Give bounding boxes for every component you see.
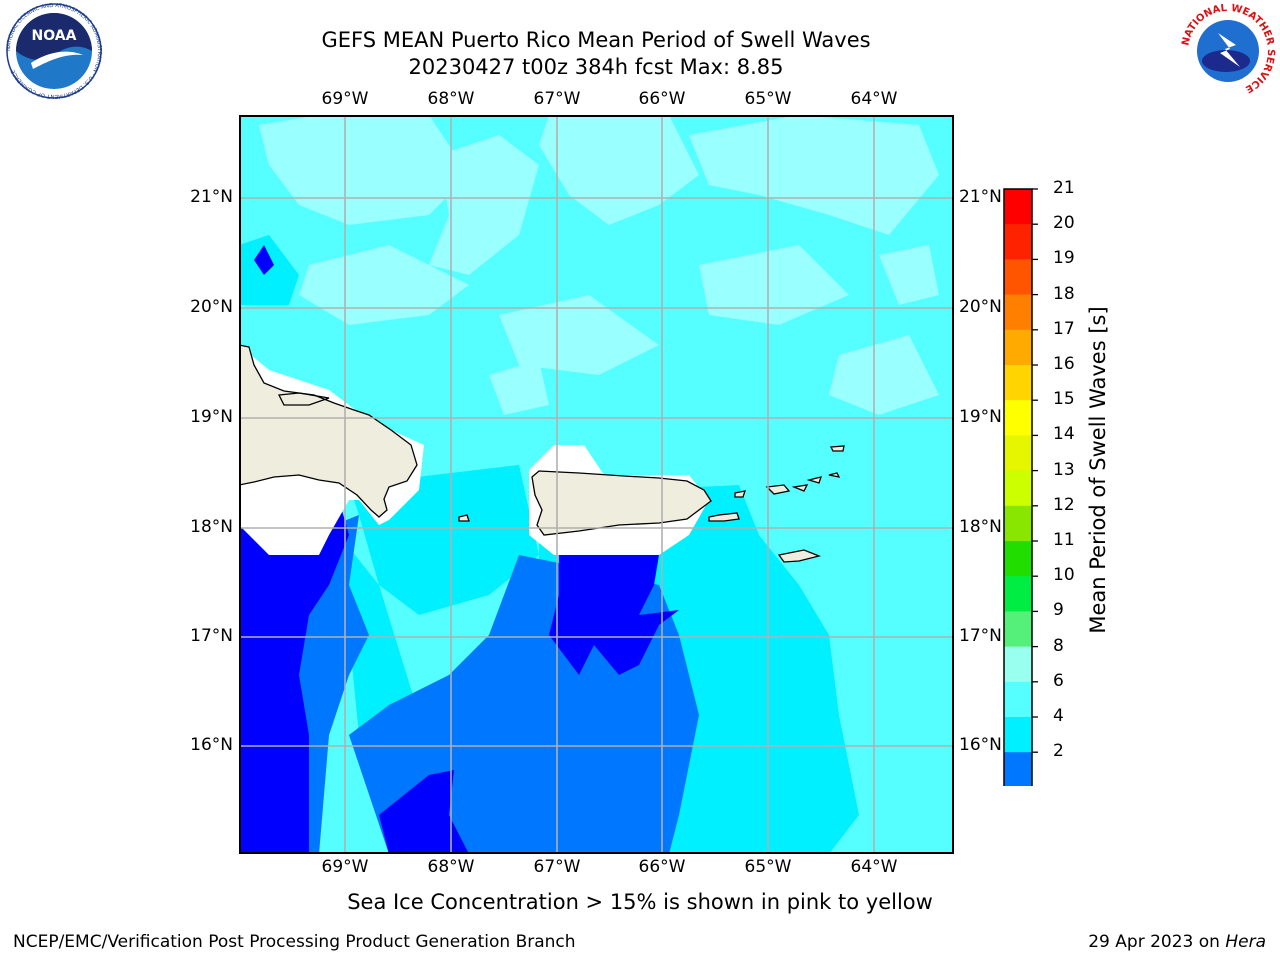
colorbar-tick-label: 16: [1053, 354, 1075, 374]
colorbar-tick-label: 2: [1053, 741, 1064, 762]
colorbar-segment: [1004, 294, 1032, 331]
colorbar-segment: [1004, 646, 1032, 683]
colorbar-tick-label: 13: [1053, 459, 1075, 480]
colorbar-tick-label: 21: [1053, 178, 1075, 198]
hispaniola: [239, 344, 418, 518]
lat-label-right: 16°N: [959, 735, 1002, 755]
colorbar-segment: [1004, 400, 1032, 436]
colorbar-segment: [1004, 576, 1032, 612]
colorbar-tick-label: 20: [1053, 213, 1075, 234]
colorbar-label: Mean Period of Swell Waves [s]: [1086, 306, 1110, 634]
colorbar-segment: [1004, 470, 1032, 507]
colorbar-segment: [1004, 681, 1032, 718]
lon-label-top: 64°W: [850, 89, 898, 109]
lon-label-bottom: 64°W: [850, 857, 898, 877]
colorbar-frame: [1003, 188, 1033, 786]
lon-label-top: 67°W: [533, 89, 581, 109]
colorbar-segment: [1004, 189, 1032, 225]
lon-label-top: 69°W: [321, 89, 369, 109]
colorbar-segment: [1004, 752, 1032, 786]
colorbar-tick-label: 15: [1053, 389, 1075, 410]
colorbar-segment: [1004, 365, 1032, 401]
lat-label-left: 20°N: [190, 297, 233, 317]
map: [239, 115, 954, 854]
lat-label-right: 20°N: [959, 297, 1002, 317]
colorbar-tick-label: 6: [1053, 670, 1064, 691]
lon-label-bottom: 65°W: [744, 857, 792, 877]
lon-label-top: 66°W: [638, 89, 686, 109]
colorbar-tick-label: 14: [1053, 424, 1075, 445]
colorbar-tick-label: 17: [1053, 318, 1075, 339]
noaa-logo: NATIONAL OCEANIC AND ATMOSPHERIC ADMINIS…: [6, 3, 102, 99]
landmass: [239, 344, 845, 563]
colorbar-tick-label: 12: [1053, 494, 1075, 515]
colorbar-tick-label: 4: [1053, 706, 1064, 726]
colorbar-segment: [1004, 505, 1032, 542]
lon-label-top: 65°W: [744, 89, 792, 109]
lon-label-bottom: 69°W: [321, 857, 369, 877]
colorbar: [1003, 188, 1038, 786]
graticule: [239, 115, 954, 854]
lat-label-left: 19°N: [190, 407, 233, 427]
footer-credit: NCEP/EMC/Verification Post Processing Pr…: [13, 932, 576, 952]
footer-date: 29 Apr 2023 on Hera: [1088, 932, 1266, 952]
colorbar-tick-label: 18: [1053, 283, 1075, 304]
chart-title: GEFS MEAN Puerto Rico Mean Period of Swe…: [321, 28, 871, 52]
lon-label-bottom: 67°W: [533, 857, 581, 877]
colorbar-tick-label: 19: [1053, 248, 1075, 269]
noaa-text: NOAA: [32, 28, 77, 44]
puerto-rico: [531, 470, 712, 536]
lat-label-left: 18°N: [190, 517, 233, 537]
lon-label-bottom: 68°W: [427, 857, 475, 877]
lat-label-right: 21°N: [959, 187, 1002, 207]
colorbar-segment: [1004, 541, 1032, 577]
footer-date-text: 29 Apr 2023 on: [1088, 932, 1226, 952]
nws-logo: NATIONAL WEATHER SERVICE: [1180, 3, 1276, 97]
contour-2-4s: [239, 245, 679, 854]
map-frame: [239, 115, 954, 854]
sea-ice-note: Sea Ice Concentration > 15% is shown in …: [347, 890, 933, 914]
colorbar-tick-label: 9: [1053, 600, 1064, 621]
colorbar-segment: [1004, 611, 1032, 648]
colorbar-segment: [1004, 259, 1032, 296]
lon-label-top: 68°W: [427, 89, 475, 109]
lat-label-left: 16°N: [190, 735, 233, 755]
lat-label-left: 21°N: [190, 187, 233, 207]
chart-subtitle: 20230427 t00z 384h fcst Max: 8.85: [408, 55, 784, 79]
lat-label-right: 17°N: [959, 626, 1002, 646]
lat-label-right: 18°N: [959, 517, 1002, 537]
lon-label-bottom: 66°W: [638, 857, 686, 877]
colorbar-tick-label: 8: [1053, 635, 1064, 656]
footer-machine: Hera: [1225, 932, 1266, 952]
colorbar-tick-label: 11: [1053, 530, 1075, 550]
colorbar-segment: [1004, 717, 1032, 753]
colorbar-segment: [1004, 329, 1032, 366]
colorbar-tick-label: 10: [1053, 565, 1075, 586]
colorbar-segment: [1004, 224, 1032, 260]
lat-label-left: 17°N: [190, 626, 233, 646]
colorbar-segment: [1004, 435, 1032, 472]
lat-label-right: 19°N: [959, 407, 1002, 427]
